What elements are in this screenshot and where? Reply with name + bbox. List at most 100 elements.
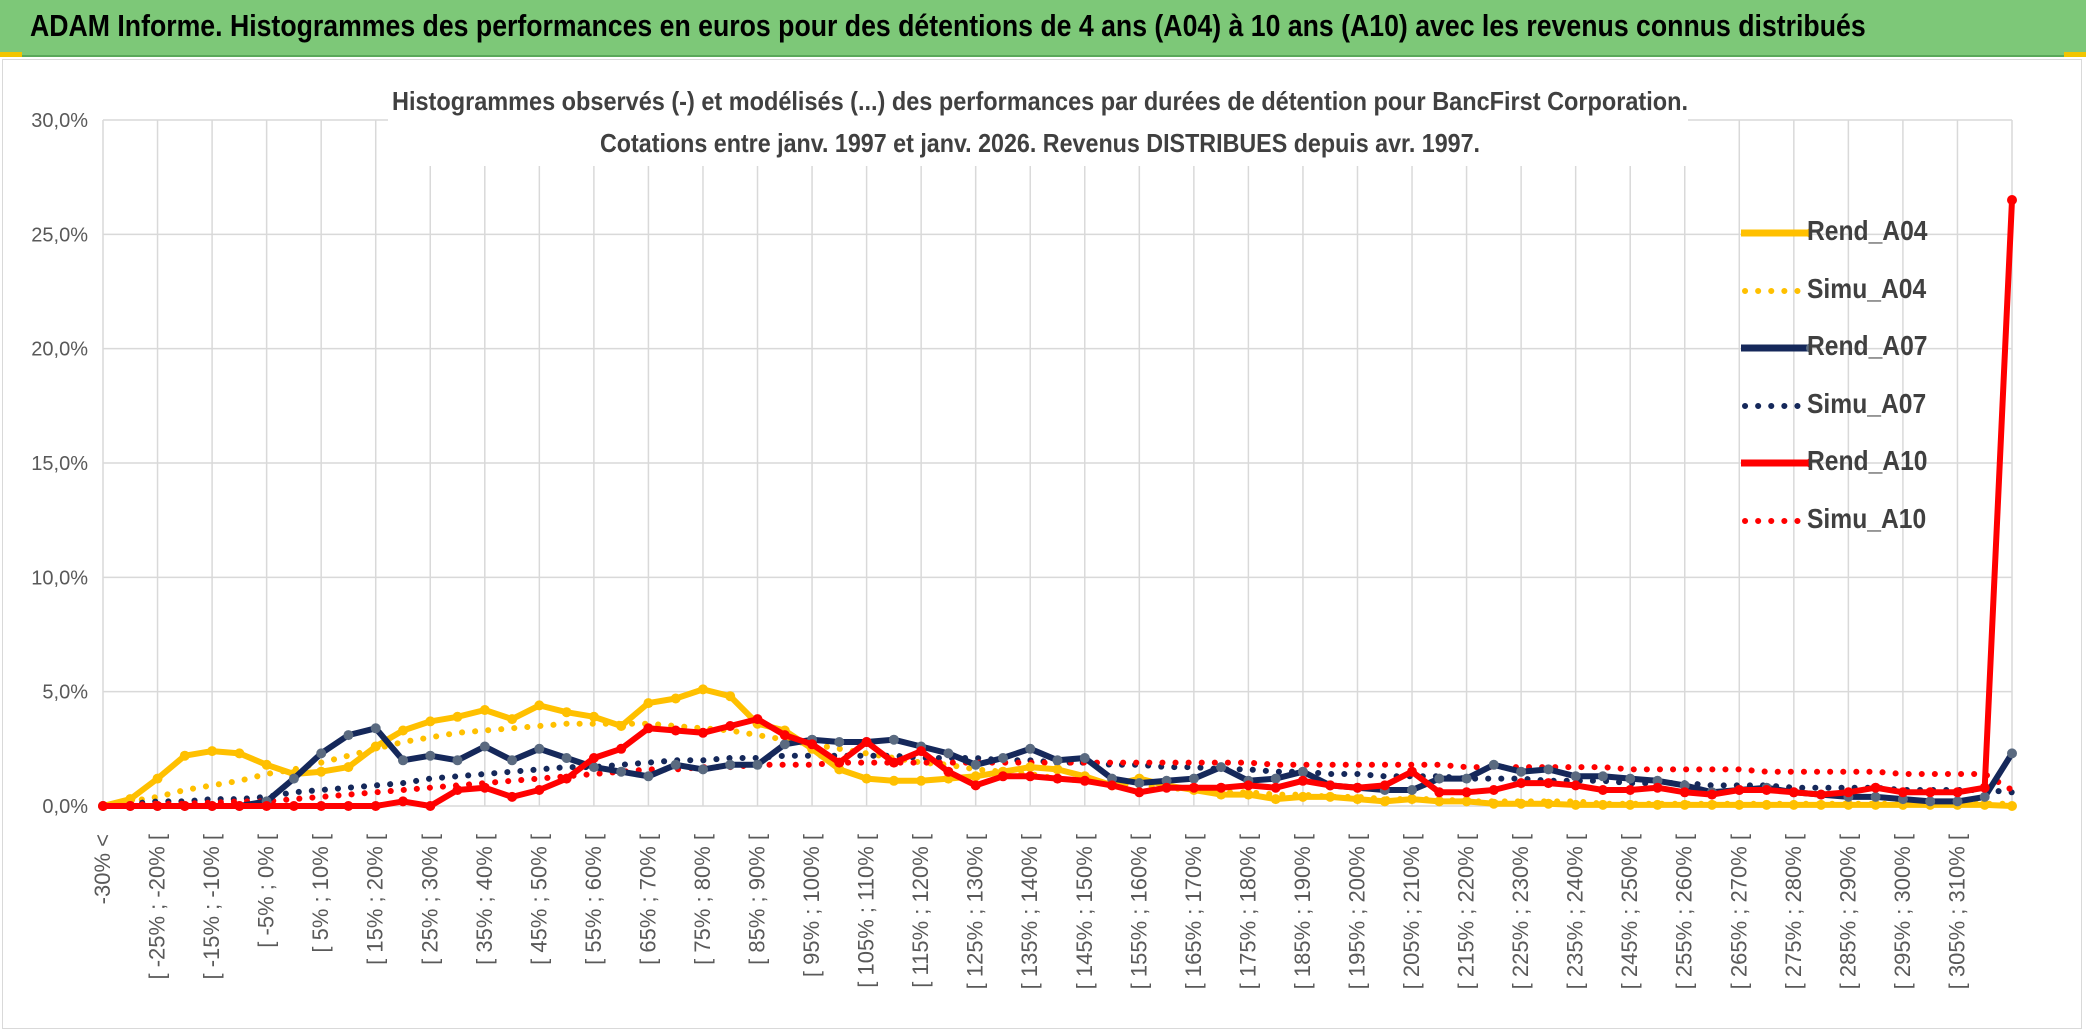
data-point bbox=[670, 759, 681, 770]
x-tick-label: [ 295% ; 300% [ bbox=[1890, 834, 1915, 989]
chart-subtitle: Cotations entre janv. 1997 et janv. 2026… bbox=[600, 128, 1480, 158]
data-point bbox=[288, 801, 299, 811]
data-point bbox=[234, 748, 245, 759]
series-rend-a04 bbox=[98, 684, 2017, 811]
x-tick-label: [ 275% ; 280% [ bbox=[1781, 834, 1806, 989]
data-point bbox=[1788, 787, 1799, 798]
legend-item-simu-a10: Simu_A10 bbox=[1735, 493, 1955, 551]
data-point bbox=[1870, 791, 1881, 802]
chart-title: Histogrammes observés (-) et modélisés (… bbox=[392, 86, 1688, 116]
data-point bbox=[452, 755, 463, 766]
data-point bbox=[2007, 748, 2017, 759]
data-point bbox=[1434, 773, 1445, 784]
data-point bbox=[698, 684, 708, 695]
data-point bbox=[2007, 801, 2017, 811]
data-point bbox=[1052, 755, 1063, 766]
data-point bbox=[343, 762, 354, 773]
x-tick-label: [ 165% ; 170% [ bbox=[1181, 834, 1206, 989]
legend-label: Rend_A07 bbox=[1807, 330, 1928, 361]
data-point bbox=[1297, 775, 1308, 786]
data-point bbox=[970, 759, 981, 770]
data-point bbox=[588, 762, 599, 773]
data-point bbox=[370, 801, 381, 811]
x-tick-label: [ 125% ; 130% [ bbox=[963, 834, 988, 989]
data-point bbox=[1025, 762, 1036, 773]
banner-accent-left bbox=[0, 52, 22, 57]
legend-item-rend-a07: Rend_A07 bbox=[1735, 320, 1955, 378]
data-point bbox=[1488, 798, 1499, 809]
data-point bbox=[398, 796, 408, 807]
data-point bbox=[1161, 775, 1172, 786]
legend-item-simu-a07: Simu_A07 bbox=[1735, 378, 1955, 436]
data-point bbox=[834, 737, 845, 747]
legend-item-rend-a04: Rend_A04 bbox=[1735, 205, 1955, 263]
page-title: ADAM Informe. Histogrammes des performan… bbox=[30, 8, 1866, 43]
data-point bbox=[916, 746, 927, 757]
data-point bbox=[725, 691, 736, 702]
data-point bbox=[343, 801, 354, 811]
x-tick-label: [ 255% ; 260% [ bbox=[1672, 834, 1697, 989]
data-point bbox=[1570, 799, 1581, 810]
x-tick-label: [ 25% ; 30% [ bbox=[417, 834, 442, 965]
chart-title-area: Histogrammes observés (-) et modélisés (… bbox=[388, 82, 1688, 166]
legend-item-simu-a04: Simu_A04 bbox=[1735, 263, 1955, 321]
data-point bbox=[1570, 771, 1581, 782]
gridlines bbox=[102, 119, 2013, 807]
data-point bbox=[643, 698, 654, 709]
data-point bbox=[288, 773, 299, 784]
series-line-rend_a10 bbox=[103, 199, 2015, 809]
data-point bbox=[861, 737, 872, 747]
data-point bbox=[1352, 782, 1363, 793]
data-point bbox=[1025, 771, 1036, 782]
data-point bbox=[1625, 773, 1636, 784]
legend-swatch-simu-a10 bbox=[1742, 517, 1810, 524]
data-point bbox=[179, 750, 190, 761]
data-point bbox=[588, 711, 599, 722]
data-point bbox=[1543, 764, 1554, 775]
y-tick-label: 25,0% bbox=[31, 224, 88, 246]
data-point bbox=[152, 801, 163, 811]
legend: Rend_A04 Simu_A04 Rend_A07 Simu_A07 Rend… bbox=[1735, 205, 1955, 550]
data-point bbox=[1243, 780, 1254, 791]
series-rend-a10 bbox=[98, 195, 2017, 811]
data-point bbox=[507, 791, 518, 802]
data-point bbox=[1407, 785, 1417, 795]
data-point bbox=[370, 723, 381, 734]
x-tick-label: [ -5% ; 0% [ bbox=[254, 834, 279, 948]
x-tick-label: [ 235% ; 240% [ bbox=[1563, 834, 1588, 989]
data-point bbox=[943, 748, 954, 759]
data-point bbox=[1134, 778, 1145, 789]
data-point bbox=[643, 723, 654, 734]
data-point bbox=[425, 750, 436, 761]
data-point bbox=[1597, 771, 1608, 782]
data-point bbox=[1216, 782, 1227, 793]
data-point bbox=[261, 759, 272, 770]
x-tick-label: [ 15% ; 20% [ bbox=[363, 834, 388, 965]
x-tick-label: [ 185% ; 190% [ bbox=[1290, 834, 1315, 989]
data-point bbox=[1952, 787, 1963, 798]
data-point bbox=[507, 755, 518, 766]
data-point bbox=[616, 766, 627, 777]
legend-label: Rend_A10 bbox=[1807, 445, 1928, 476]
data-point bbox=[1134, 787, 1145, 798]
data-point bbox=[1161, 782, 1172, 793]
data-point bbox=[807, 739, 818, 750]
banner-accent-right bbox=[2064, 52, 2086, 57]
data-point bbox=[234, 801, 245, 811]
data-point bbox=[261, 801, 272, 811]
data-point bbox=[1625, 799, 1636, 810]
data-point bbox=[152, 773, 163, 784]
x-tick-label: [ 85% ; 90% [ bbox=[745, 834, 770, 965]
data-point bbox=[1843, 799, 1854, 810]
data-point bbox=[125, 801, 136, 811]
legend-item-rend-a10: Rend_A10 bbox=[1735, 435, 1955, 493]
y-tick-label: 30,0% bbox=[31, 110, 88, 132]
data-point bbox=[1543, 778, 1554, 789]
legend-swatch-rend-a07 bbox=[1741, 343, 1811, 353]
data-point bbox=[125, 794, 136, 805]
data-point bbox=[1925, 796, 1936, 807]
data-point bbox=[561, 773, 572, 784]
data-point bbox=[1379, 780, 1390, 791]
data-point bbox=[779, 730, 790, 741]
